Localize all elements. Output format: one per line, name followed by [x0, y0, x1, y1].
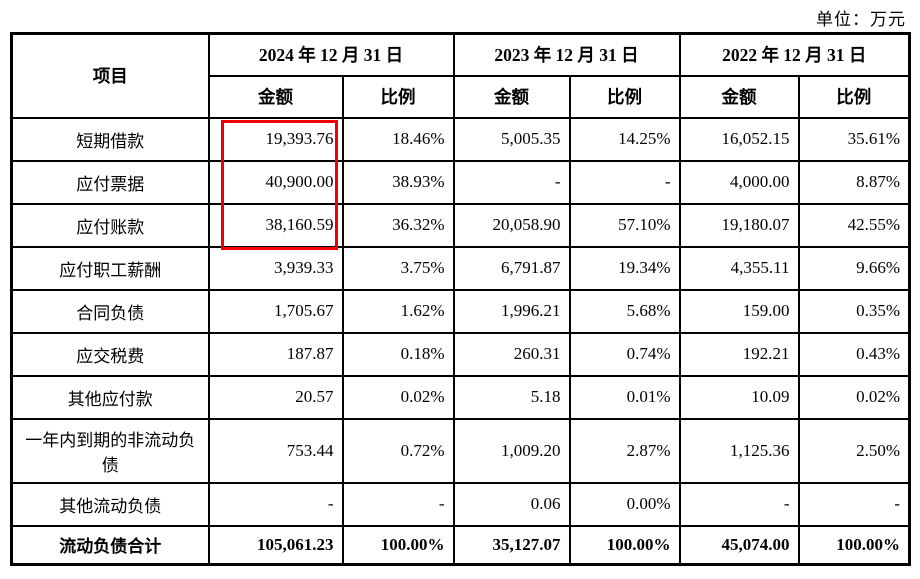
table-row: 短期借款 19,393.76 18.46% 5,005.35 14.25% 16… [10, 116, 911, 162]
row-item-label: 应交税费 [10, 331, 210, 377]
amount-header: 金额 [207, 74, 344, 119]
ratio-header: 比例 [341, 74, 455, 119]
row-item-label: 其他流动负债 [10, 481, 210, 527]
cell: 38.93% [341, 159, 455, 205]
cell: 35.61% [797, 116, 911, 162]
cell: 19.34% [568, 245, 681, 291]
table-row: 应交税费 187.87 0.18% 260.31 0.74% 192.21 0.… [10, 331, 911, 377]
date-header-2023: 2023 年 12 月 31 日 [452, 32, 681, 77]
cell: 105,061.23 [207, 524, 344, 566]
cell: 35,127.07 [452, 524, 571, 566]
cell: 0.35% [797, 288, 911, 334]
table-row: 其他流动负债 - - 0.06 0.00% - - [10, 481, 911, 527]
row-item-label: 应付账款 [10, 202, 210, 248]
row-item-label: 合同负债 [10, 288, 210, 334]
cell: 1,705.67 [207, 288, 344, 334]
cell: 100.00% [568, 524, 681, 566]
header-row-dates: 项目 2024 年 12 月 31 日 2023 年 12 月 31 日 202… [10, 32, 911, 119]
cell: 19,393.76 [207, 116, 344, 162]
cell: 40,900.00 [207, 159, 344, 205]
cell: 18.46% [341, 116, 455, 162]
cell: 1,125.36 [678, 417, 800, 484]
cell: - [797, 481, 911, 527]
cell: 0.74% [568, 331, 681, 377]
cell: 159.00 [678, 288, 800, 334]
cell: - [341, 481, 455, 527]
cell: 0.72% [341, 417, 455, 484]
cell: 38,160.59 [207, 202, 344, 248]
cell: 9.66% [797, 245, 911, 291]
cell: 0.00% [568, 481, 681, 527]
cell: 192.21 [678, 331, 800, 377]
table-row: 应付账款 38,160.59 36.32% 20,058.90 57.10% 1… [10, 202, 911, 248]
cell: - [568, 159, 681, 205]
cell: 16,052.15 [678, 116, 800, 162]
cell: 2.87% [568, 417, 681, 484]
amount-header: 金额 [678, 74, 800, 119]
item-column-header: 项目 [10, 32, 210, 119]
cell: 20,058.90 [452, 202, 571, 248]
cell: 6,791.87 [452, 245, 571, 291]
cell: - [207, 481, 344, 527]
unit-label: 单位：万元 [816, 10, 906, 29]
row-item-label: 短期借款 [10, 116, 210, 162]
ratio-header: 比例 [568, 74, 681, 119]
cell: 100.00% [341, 524, 455, 566]
cell: 2.50% [797, 417, 911, 484]
cell: 187.87 [207, 331, 344, 377]
cell: 4,000.00 [678, 159, 800, 205]
row-item-label: 一年内到期的非流动负债 [10, 417, 210, 484]
cell: 4,355.11 [678, 245, 800, 291]
header-row-subcolumns: 金额 比例 金额 比例 金额 比例 [12, 74, 911, 119]
cell: 1,009.20 [452, 417, 571, 484]
cell: 10.09 [678, 374, 800, 420]
row-item-label: 应付票据 [10, 159, 210, 205]
cell: 3,939.33 [207, 245, 344, 291]
cell: 5.18 [452, 374, 571, 420]
cell: 45,074.00 [678, 524, 800, 566]
cell: 0.02% [797, 374, 911, 420]
cell: 3.75% [341, 245, 455, 291]
row-item-label: 其他应付款 [10, 374, 210, 420]
table-row: 一年内到期的非流动负债 753.44 0.72% 1,009.20 2.87% … [10, 417, 911, 484]
cell: 0.43% [797, 331, 911, 377]
cell: 8.87% [797, 159, 911, 205]
cell: 14.25% [568, 116, 681, 162]
date-header-2022: 2022 年 12 月 31 日 [678, 32, 911, 77]
cell: 0.06 [452, 481, 571, 527]
cell: 42.55% [797, 202, 911, 248]
table-row: 应付票据 40,900.00 38.93% - - 4,000.00 8.87% [10, 159, 911, 205]
cell: 100.00% [797, 524, 911, 566]
cell: 1,996.21 [452, 288, 571, 334]
cell: 0.01% [568, 374, 681, 420]
cell: 5.68% [568, 288, 681, 334]
ratio-header: 比例 [797, 74, 911, 119]
cell: 0.18% [341, 331, 455, 377]
cell: - [452, 159, 571, 205]
cell: 5,005.35 [452, 116, 571, 162]
table-row: 合同负债 1,705.67 1.62% 1,996.21 5.68% 159.0… [10, 288, 911, 334]
amount-header: 金额 [452, 74, 571, 119]
row-item-label: 流动负债合计 [10, 524, 210, 566]
row-item-label: 应付职工薪酬 [10, 245, 210, 291]
cell: 19,180.07 [678, 202, 800, 248]
cell: - [678, 481, 800, 527]
table-row: 应付职工薪酬 3,939.33 3.75% 6,791.87 19.34% 4,… [10, 245, 911, 291]
cell: 20.57 [207, 374, 344, 420]
table-row: 其他应付款 20.57 0.02% 5.18 0.01% 10.09 0.02% [10, 374, 911, 420]
table-row-total: 流动负债合计 105,061.23 100.00% 35,127.07 100.… [10, 524, 911, 566]
cell: 1.62% [341, 288, 455, 334]
cell: 36.32% [341, 202, 455, 248]
cell: 0.02% [341, 374, 455, 420]
cell: 57.10% [568, 202, 681, 248]
date-header-2024: 2024 年 12 月 31 日 [207, 32, 455, 77]
cell: 753.44 [207, 417, 344, 484]
liabilities-table: 项目 2024 年 12 月 31 日 2023 年 12 月 31 日 202… [10, 32, 911, 566]
cell: 260.31 [452, 331, 571, 377]
